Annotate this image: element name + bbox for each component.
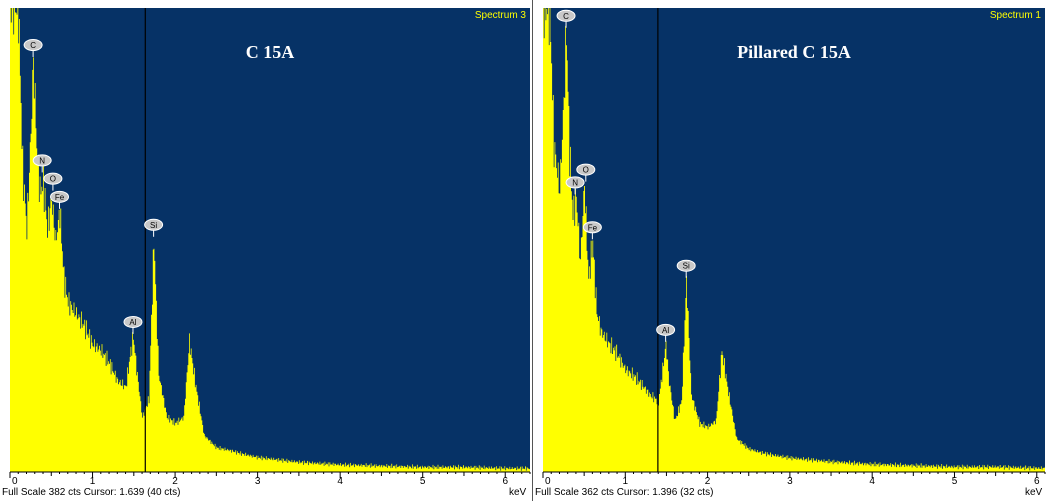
footer-readout-right: Full Scale 362 cts Cursor: 1.396 (32 cts… [535,487,714,498]
footer-readout-left: Full Scale 382 cts Cursor: 1.639 (40 cts… [2,487,181,498]
x-tick-label: 5 [952,476,958,487]
peak-marker-o[interactable]: O [576,163,596,182]
panel-divider [532,0,533,501]
x-tick-label: 1 [623,476,629,487]
peak-label: C [30,41,36,50]
x-tick-label: 1 [90,476,96,487]
x-tick-label: 0 [12,476,18,487]
peak-label: Si [683,262,690,271]
spectrum-panel-left: 0 1 2 3 4 5 6 C N O Fe Al Si Spectrum 3 C 15A Full Sca… [2,8,531,498]
x-axis-unit-right: keV [1025,487,1043,498]
x-tick-label: 4 [869,476,875,487]
peak-label: Fe [55,193,65,202]
chart-title: Pillared C 15A [737,42,851,62]
x-tick-label: 3 [255,476,261,487]
spectrum-label: Spectrum 1 [990,10,1042,21]
peak-marker-fe[interactable]: Fe [50,190,70,209]
x-axis-unit-left: keV [509,487,527,498]
x-tick-label: 2 [705,476,711,487]
peak-marker-al[interactable]: Al [656,323,676,342]
peak-marker-c[interactable]: C [23,39,43,58]
x-tick-label: 6 [502,476,508,487]
x-tick-label: 5 [420,476,426,487]
peak-marker-n[interactable]: N [565,176,585,195]
x-tick-label: 2 [172,476,178,487]
spectrum-chart-right: 0 1 2 3 4 5 6 C NO Fe Al Si Spectrum 1 Pillared C 15A [542,8,1046,487]
peak-label: Al [129,318,136,327]
peak-marker-fe[interactable]: Fe [582,221,602,240]
spectrum-panel-right: 0 1 2 3 4 5 6 C N O Fe Al Si Spectrum 1 Pillared C 15A… [533,0,1047,501]
peak-label: O [583,166,589,175]
peak-label: Si [150,221,157,230]
x-tick-label: 3 [787,476,793,487]
peak-label: N [572,178,578,187]
peak-label: Al [662,326,669,335]
peak-marker-al[interactable]: Al [123,315,143,334]
peak-label: Fe [588,223,598,232]
x-tick-label: 6 [1034,476,1040,487]
peak-marker-si[interactable]: Si [144,218,164,237]
peak-label: N [39,156,45,165]
peak-marker-si[interactable]: Si [676,259,696,278]
spectrum-series [543,8,1045,472]
peak-marker-n[interactable]: N [32,154,52,173]
peak-label: C [563,12,569,21]
spectrum-label: Spectrum 3 [475,10,527,21]
spectrum-series [10,8,530,472]
chart-title: C 15A [246,42,295,62]
peak-marker-o[interactable]: O [43,172,63,191]
peak-marker-c[interactable]: C [556,9,576,28]
peak-label: O [50,175,56,184]
x-tick-label: 4 [337,476,343,487]
x-tick-label: 0 [545,476,551,487]
spectrum-chart-left: 0 1 2 3 4 5 6 C N O Fe Al Si Spectrum 3 C 15A [9,8,531,487]
